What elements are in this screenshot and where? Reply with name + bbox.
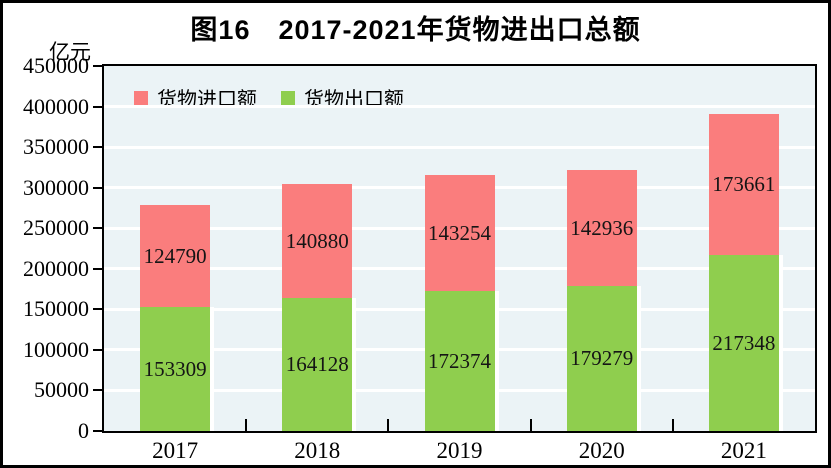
bar-label-import: 124790 [143, 244, 207, 269]
export-color-swatch [281, 90, 295, 105]
x-axis-tick [671, 419, 674, 431]
bar-shadow [352, 297, 357, 431]
y-axis-tick [93, 146, 102, 149]
bar-segment-export [282, 297, 353, 431]
y-axis-tick [93, 267, 102, 270]
bar-shadow [494, 291, 499, 431]
y-axis-tick-label: 300000 [23, 174, 89, 200]
bar-label-export: 172374 [428, 349, 491, 374]
y-axis-tick [93, 65, 102, 67]
y-axis-tick-label: 50000 [34, 377, 89, 403]
y-axis-tick-label: 250000 [23, 215, 89, 241]
bar-segment-export [140, 306, 211, 431]
y-axis-tick [93, 105, 102, 108]
bar-label-import: 142936 [570, 215, 634, 240]
plot-area: 货物进口额 货物出口额 153309 124790 164128 140880 1723… [102, 64, 817, 433]
bar-label-export: 164128 [285, 352, 349, 377]
x-axis-tick [245, 419, 248, 431]
bar-segment-export [708, 254, 779, 431]
y-axis-tick-label: 150000 [23, 296, 89, 322]
x-axis-tick-label: 2018 [294, 438, 341, 463]
y-axis-tick-label: 100000 [23, 336, 89, 362]
import-color-swatch [134, 90, 148, 105]
x-axis-tick-label: 2020 [578, 438, 625, 463]
y-axis-tick-label: 0 [78, 418, 89, 443]
y-axis-tick-label: 400000 [23, 93, 89, 119]
y-axis-tick [93, 227, 102, 230]
bar-segment-export [566, 285, 637, 431]
bar-shadow [636, 285, 641, 431]
x-axis-tick-label: 2017 [152, 438, 199, 463]
bar-segment-import [424, 175, 495, 292]
bar-segment-import [566, 169, 637, 286]
y-axis-tick-label: 450000 [23, 53, 89, 78]
grid-line [104, 145, 815, 149]
y-axis-tick-label: 200000 [23, 255, 89, 281]
bar-segment-import [140, 205, 211, 307]
bar-label-import: 143254 [428, 221, 491, 246]
y-axis-tick [93, 348, 102, 351]
bar-shadow [210, 306, 215, 431]
y-axis-tick [93, 308, 102, 311]
bar-label-import: 140880 [285, 228, 349, 253]
bar-label-export: 153309 [143, 356, 207, 381]
x-axis-tick [387, 419, 390, 431]
y-axis-tick [93, 389, 102, 392]
x-axis-tick [529, 419, 532, 431]
bar-segment-export [424, 291, 495, 431]
bar-shadow [778, 254, 783, 431]
y-axis-tick [93, 186, 102, 189]
x-axis-tick-label: 2021 [720, 438, 767, 463]
y-axis-tick [93, 430, 102, 432]
y-axis-unit-label: 亿元 [49, 40, 91, 64]
x-axis-tick-label: 2019 [436, 438, 483, 463]
bar-label-export: 217348 [712, 330, 776, 355]
bar-label-export: 179279 [570, 346, 634, 371]
bar-segment-import [708, 113, 779, 255]
y-axis-tick-label: 350000 [23, 134, 89, 160]
bar-label-import: 173661 [712, 172, 776, 197]
grid-line [104, 105, 815, 109]
bar-segment-import [282, 183, 353, 298]
chart-title: 图16 2017-2021年货物进出口总额 [190, 15, 641, 45]
